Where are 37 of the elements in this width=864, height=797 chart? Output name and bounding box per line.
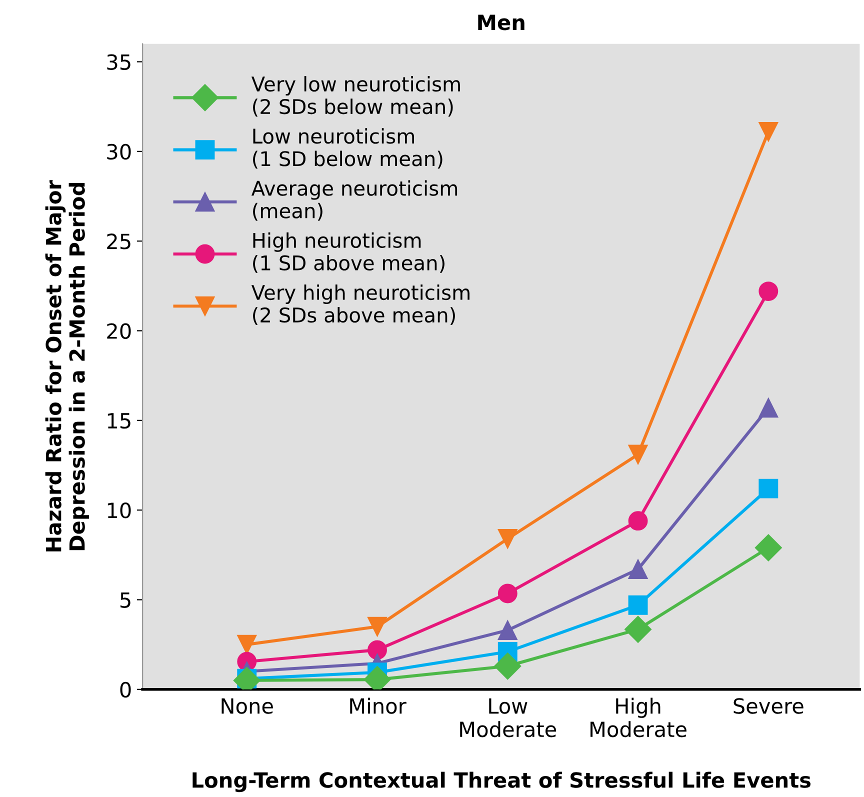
y-tick-label: 15 xyxy=(108,413,130,429)
point xyxy=(498,584,518,604)
point xyxy=(498,529,518,548)
point xyxy=(628,560,648,579)
legend-label: Low neuroticism (1 SD below mean) xyxy=(253,128,442,169)
point xyxy=(758,398,778,418)
y-tick-label: 20 xyxy=(107,323,131,339)
legend-label: Average neuroticism (mean) xyxy=(251,180,458,221)
legend-label: Very low neuroticism (2 SDs below mean) xyxy=(251,76,460,117)
y-tick-label: 25 xyxy=(107,234,130,250)
y-tick-label: 0 xyxy=(120,682,131,698)
y-tick-label: 35 xyxy=(107,54,130,70)
y-axis-title: Hazard Ratio for Onset of Major Depression in a 2-Month Period xyxy=(45,180,89,552)
point xyxy=(628,511,648,531)
point xyxy=(754,534,782,562)
x-tick-label: Severe xyxy=(734,698,804,714)
point xyxy=(758,122,778,142)
y-tick-label: 5 xyxy=(120,592,130,608)
point xyxy=(368,616,387,636)
x-tick-label: Low Moderate xyxy=(460,698,556,738)
legend-label: Very high neuroticism (2 SDs above mean) xyxy=(251,284,470,326)
y-tick-label: 30 xyxy=(107,144,131,160)
y-tick-label: 10 xyxy=(108,502,131,518)
x-tick-label: None xyxy=(222,698,273,714)
point xyxy=(628,444,648,464)
point xyxy=(758,478,778,498)
point xyxy=(368,640,387,660)
point xyxy=(494,652,522,680)
chart-title: Men xyxy=(478,14,524,30)
x-tick-label: High Moderate xyxy=(590,698,686,738)
point xyxy=(624,616,652,643)
point xyxy=(498,620,518,640)
legend-label: High neuroticism (1 SD above mean) xyxy=(253,232,444,273)
point xyxy=(758,282,778,302)
x-tick-label: Minor xyxy=(350,698,406,714)
point xyxy=(628,595,648,615)
x-axis-title: Long-Term Contextual Threat of Stressful Life Events xyxy=(192,772,810,792)
